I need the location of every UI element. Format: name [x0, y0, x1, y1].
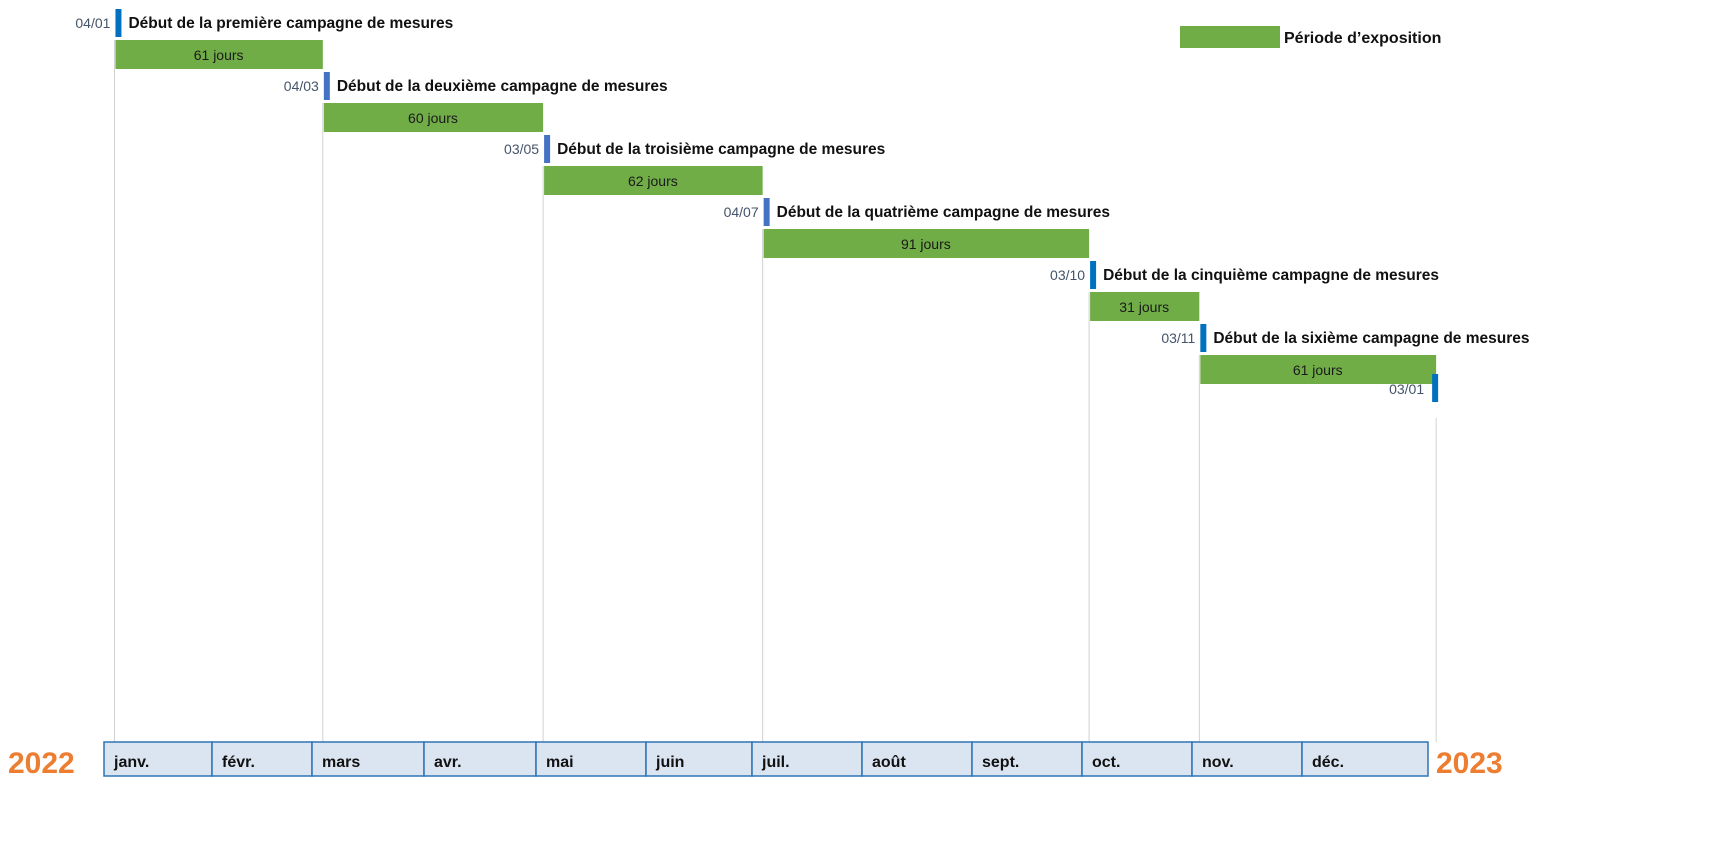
month-label: déc. — [1312, 754, 1344, 771]
campaign-start-marker — [763, 198, 770, 226]
campaign-title: Début de la cinquième campagne de mesure… — [1103, 267, 1439, 284]
campaign-title: Début de la troisième campagne de mesure… — [557, 141, 885, 158]
duration-label: 31 jours — [1119, 299, 1169, 315]
month-label: avr. — [434, 754, 462, 771]
month-label: mars — [322, 754, 360, 771]
month-label: sept. — [982, 754, 1019, 771]
month-label: août — [872, 754, 906, 771]
campaign-start-marker — [544, 135, 551, 163]
campaign-start-date: 03/05 — [504, 141, 539, 157]
month-cell — [103, 741, 213, 777]
month-cell — [1191, 741, 1303, 777]
final-marker-date: 03/01 — [1389, 381, 1424, 397]
duration-label: 61 jours — [194, 47, 244, 63]
campaign-start-date: 03/10 — [1050, 267, 1085, 283]
month-cell — [861, 741, 973, 777]
month-cell — [423, 741, 537, 777]
campaign-start-marker — [115, 9, 122, 37]
campaign-start-date: 03/11 — [1161, 330, 1195, 346]
month-cell — [211, 741, 313, 777]
month-label: janv. — [113, 754, 149, 771]
duration-label: 91 jours — [901, 236, 951, 252]
campaign-start-marker — [323, 72, 330, 100]
campaign-start-date: 04/01 — [75, 15, 110, 31]
year-end-label: 2023 — [1436, 747, 1503, 780]
campaign-start-date: 04/03 — [284, 78, 319, 94]
campaign-title: Début de la quatrième campagne de mesure… — [777, 204, 1110, 221]
month-cell — [751, 741, 863, 777]
exposure-period-bar — [544, 166, 763, 195]
exposure-period-bar — [763, 229, 1090, 258]
month-cell — [1301, 741, 1429, 777]
exposure-period-bar — [115, 40, 323, 69]
month-label: juin — [655, 754, 684, 771]
duration-label: 61 jours — [1293, 362, 1343, 378]
month-cell — [1081, 741, 1193, 777]
final-marker — [1432, 374, 1439, 402]
month-cell — [311, 741, 425, 777]
month-label: mai — [546, 754, 574, 771]
month-label: oct. — [1092, 754, 1120, 771]
exposure-period-bar — [1200, 355, 1437, 384]
month-label: nov. — [1202, 754, 1234, 771]
exposure-period-bar — [1090, 292, 1200, 321]
duration-label: 62 jours — [628, 173, 678, 189]
month-cell — [645, 741, 753, 777]
campaign-title: Début de la sixième campagne de mesures — [1213, 330, 1529, 347]
campaign-title: Début de la deuxième campagne de mesures — [337, 78, 668, 95]
legend-swatch — [1180, 26, 1280, 48]
campaign-title: Début de la première campagne de mesures — [128, 15, 453, 32]
duration-label: 60 jours — [408, 110, 458, 126]
month-label: févr. — [222, 754, 255, 771]
year-start-label: 2022 — [8, 747, 75, 780]
exposure-period-bar — [323, 103, 544, 132]
legend-label: Période d’exposition — [1284, 30, 1441, 47]
campaign-start-marker — [1090, 261, 1097, 289]
campaign-start-date: 04/07 — [724, 204, 759, 220]
month-label: juil. — [761, 754, 790, 771]
campaign-start-marker — [1200, 324, 1207, 352]
